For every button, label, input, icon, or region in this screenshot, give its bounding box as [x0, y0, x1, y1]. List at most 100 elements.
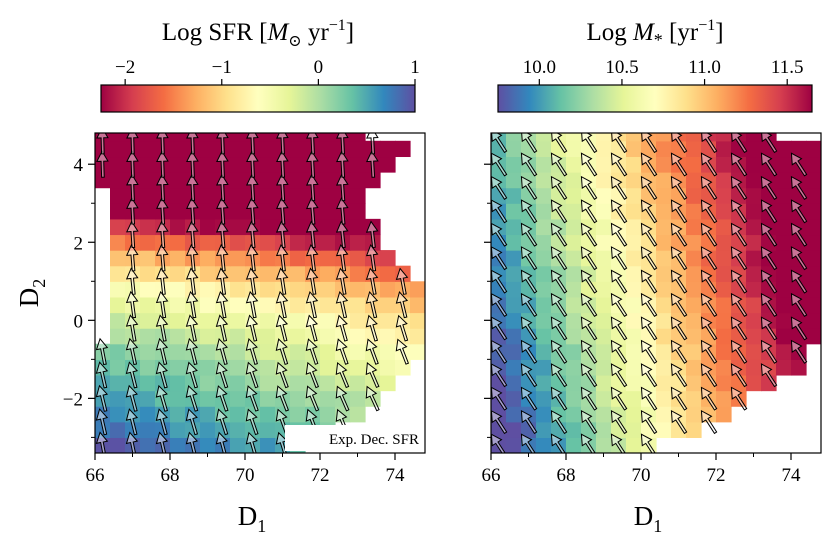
- heatmap-cell: [245, 140, 261, 158]
- gradient-arrow: [760, 292, 778, 318]
- gradient-arrow: [701, 133, 718, 154]
- gradient-arrow: [185, 267, 199, 295]
- heatmap-cell: [200, 234, 216, 251]
- heatmap-cell: [536, 234, 552, 251]
- gradient-arrow: [125, 243, 139, 272]
- heatmap-cell: [656, 390, 672, 407]
- gradient-arrow: [700, 269, 718, 294]
- heatmap-cell: [596, 437, 612, 453]
- x-tick-label: 66: [86, 465, 105, 486]
- gradient-arrow: [520, 363, 538, 388]
- gradient-arrow: [365, 291, 379, 319]
- heatmap-cell: [566, 187, 582, 204]
- gradient-arrow: [185, 408, 199, 436]
- heatmap-cell: [260, 203, 276, 220]
- heatmap-cell: [140, 421, 156, 438]
- colorbar-tick-label: 11.0: [688, 57, 721, 78]
- heatmap-cell: [110, 390, 126, 407]
- heatmap-cell: [656, 343, 672, 360]
- gradient-arrow: [245, 385, 259, 412]
- gradient-arrow: [185, 220, 199, 249]
- gradient-arrow: [491, 246, 508, 271]
- gradient-arrow: [580, 199, 598, 224]
- heatmap-cell: [170, 359, 186, 376]
- gradient-arrow: [215, 290, 229, 319]
- heatmap-cell: [125, 156, 141, 173]
- gradient-arrow: [670, 246, 688, 271]
- gradient-arrow: [641, 133, 658, 154]
- heatmap-cell: [656, 234, 672, 251]
- heatmap-cell: [656, 296, 672, 314]
- heatmap-cell: [155, 234, 171, 251]
- gradient-arrow: [790, 222, 808, 247]
- heatmap-cell: [350, 203, 366, 220]
- heatmap-cell: [320, 374, 336, 392]
- gradient-arrow: [95, 384, 109, 412]
- heatmap-cell: [350, 343, 366, 360]
- heatmap-cell: [200, 437, 216, 453]
- gradient-arrow: [95, 337, 109, 366]
- heatmap-cell: [260, 374, 276, 392]
- gradient-arrow: [520, 222, 538, 247]
- heatmap-cell: [746, 328, 762, 345]
- gradient-arrow: [491, 292, 508, 318]
- heatmap-cell: [656, 421, 672, 438]
- heatmap-cell: [536, 250, 552, 267]
- heatmap-cell: [566, 296, 582, 314]
- heatmap-cell: [626, 312, 642, 329]
- heatmap-cell: [335, 234, 351, 251]
- gradient-arrow: [126, 220, 139, 249]
- gradient-arrow: [520, 433, 536, 453]
- heatmap-cell: [230, 156, 246, 173]
- colorbar: [497, 84, 813, 113]
- heatmap-cell: [110, 296, 126, 314]
- heatmap-cell: [110, 156, 126, 173]
- gradient-arrow: [216, 133, 229, 155]
- heatmap-cell: [395, 343, 411, 360]
- heatmap-cell: [776, 203, 792, 220]
- gradient-arrow: [491, 410, 508, 435]
- gradient-arrow: [640, 316, 658, 341]
- heatmap-cell: [275, 140, 291, 158]
- heatmap-cell: [200, 133, 216, 142]
- gradient-arrow: [305, 243, 319, 272]
- heatmap-cell: [230, 312, 246, 329]
- heatmap-cell: [506, 390, 522, 407]
- heatmap-cell: [170, 140, 186, 158]
- heatmap-cell: [290, 265, 306, 282]
- heatmap-cell: [350, 406, 366, 423]
- heatmap-cell: [245, 187, 261, 204]
- heatmap-cell: [110, 203, 126, 220]
- heatmap-cell: [716, 203, 732, 220]
- heatmap-cell: [536, 265, 552, 282]
- heatmap-cell: [140, 328, 156, 345]
- gradient-arrow: [760, 363, 778, 388]
- heatmap-cell: [596, 390, 612, 407]
- heatmap-cell: [626, 390, 642, 407]
- heatmap-cell: [686, 343, 702, 360]
- heatmap-cell: [110, 437, 126, 453]
- gradient-arrow: [275, 314, 289, 342]
- heatmap-cell: [791, 359, 807, 376]
- gradient-arrow: [215, 385, 229, 412]
- gradient-arrow: [155, 290, 169, 319]
- heatmap-cell: [320, 187, 336, 204]
- heatmap-cell: [155, 133, 171, 142]
- heatmap-cell: [110, 187, 126, 204]
- heatmap-cell: [125, 187, 141, 204]
- heatmap-cell: [380, 359, 396, 376]
- heatmap-cell: [290, 133, 306, 142]
- heatmap-cell: [506, 265, 522, 282]
- heatmap-cell: [806, 250, 821, 267]
- gradient-arrow: [790, 292, 808, 318]
- heatmap-cell: [230, 359, 246, 376]
- heatmap-cell: [260, 359, 276, 376]
- heatmap-cell: [806, 281, 821, 298]
- heatmap-cell: [686, 359, 702, 376]
- heatmap-cell: [95, 133, 111, 142]
- heatmap-cell: [596, 312, 612, 329]
- heatmap-cell: [746, 296, 762, 314]
- heatmap-cell: [230, 421, 246, 438]
- y-tick-label: 2: [74, 233, 84, 254]
